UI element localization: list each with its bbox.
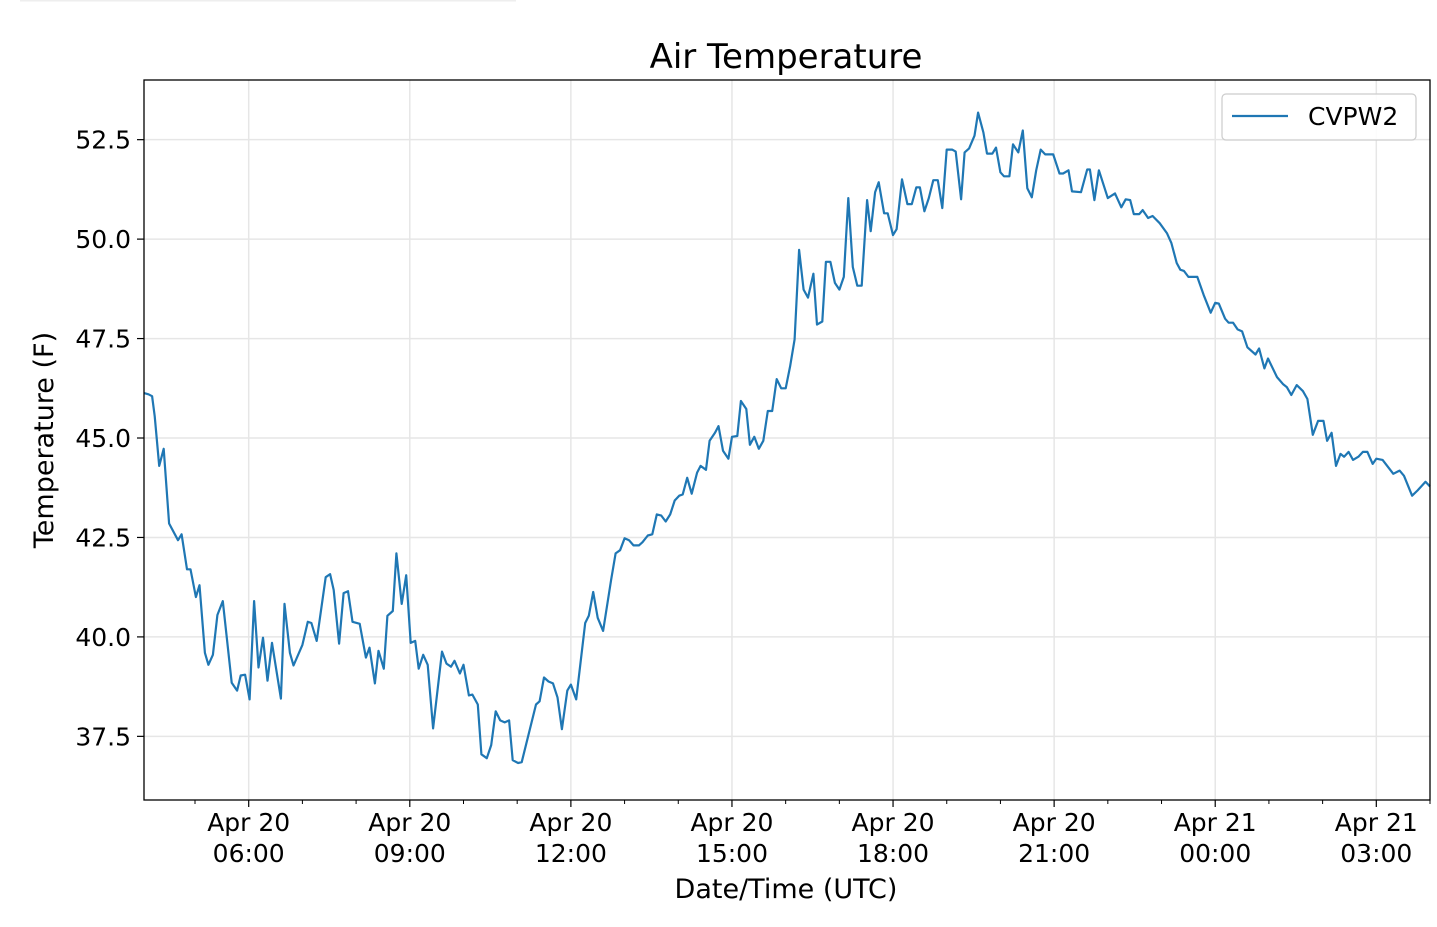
x-tick-label-time: 12:00 <box>535 839 607 868</box>
x-tick-label-date: Apr 21 <box>1335 808 1418 837</box>
x-tick-label-date: Apr 20 <box>529 808 612 837</box>
y-tick-label: 52.5 <box>75 126 131 155</box>
y-axis: 37.5 40.0 42.5 45.0 47.5 50.0 52.5 <box>75 126 144 751</box>
y-axis-label: Temperature (F) <box>29 332 60 549</box>
y-tick-label: 47.5 <box>75 325 131 354</box>
y-tick-label: 37.5 <box>75 722 131 751</box>
x-tick-label-time: 00:00 <box>1179 839 1251 868</box>
grid <box>144 80 1430 800</box>
series-line-cvpw2 <box>143 111 1431 765</box>
legend: CVPW2 <box>1221 93 1417 141</box>
x-axis-label: Date/Time (UTC) <box>675 874 898 905</box>
x-tick-label-time: 18:00 <box>857 839 929 868</box>
x-tick-label-time: 06:00 <box>213 839 285 868</box>
legend-label: CVPW2 <box>1308 102 1398 131</box>
x-tick-label-time: 09:00 <box>374 839 446 868</box>
y-tick-label: 40.0 <box>75 623 131 652</box>
chart-title: Air Temperature <box>650 37 923 77</box>
x-tick-label-date: Apr 20 <box>368 808 451 837</box>
x-tick-label-time: 21:00 <box>1018 839 1090 868</box>
x-tick-label-date: Apr 20 <box>1013 808 1096 837</box>
x-tick-label-date: Apr 21 <box>1174 808 1257 837</box>
x-tick-label-time: 03:00 <box>1340 839 1412 868</box>
series-layer <box>143 111 1431 765</box>
y-tick-label: 45.0 <box>75 424 131 453</box>
y-tick-label: 42.5 <box>75 523 131 552</box>
y-tick-label: 50.0 <box>75 225 131 254</box>
legend-box <box>1221 93 1417 141</box>
x-tick-label-date: Apr 20 <box>207 808 290 837</box>
plot-frame <box>143 79 1431 801</box>
x-tick-label-time: 15:00 <box>696 839 768 868</box>
x-tick-label-date: Apr 20 <box>690 808 773 837</box>
x-tick-label-date: Apr 20 <box>852 808 935 837</box>
